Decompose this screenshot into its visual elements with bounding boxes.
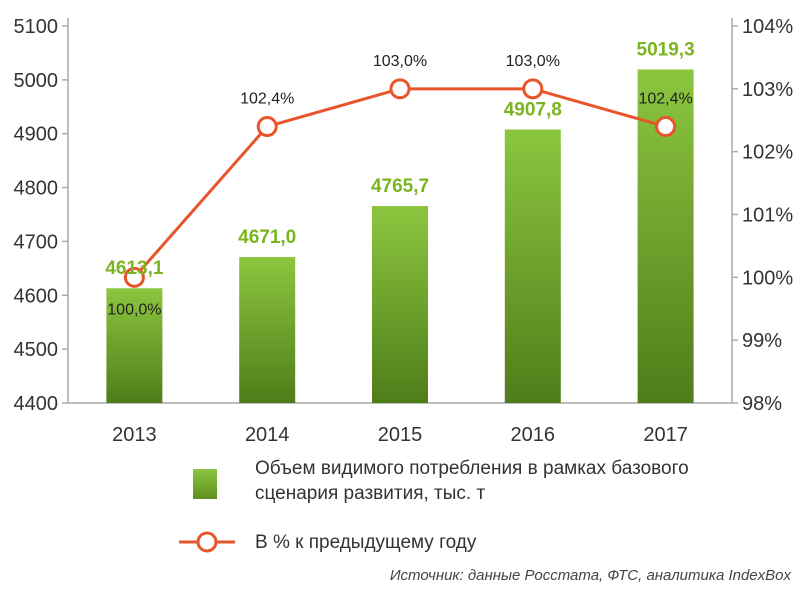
percent-value-label: 100,0% bbox=[107, 301, 161, 318]
percent-point bbox=[123, 266, 145, 288]
left-tick-label: 4900 bbox=[14, 124, 59, 146]
percent-point bbox=[389, 78, 411, 100]
percent-value-label: 102,4% bbox=[638, 91, 692, 108]
right-tick-label: 100% bbox=[742, 267, 793, 289]
percent-line bbox=[123, 78, 677, 288]
combo-chart: 4400 4500 4600 4700 4800 4900 5000 5100 98% 99% 10… bbox=[14, 16, 794, 446]
right-tick-label: 101% bbox=[742, 205, 793, 227]
bar-value-label: 4765,7 bbox=[371, 176, 429, 197]
x-tick-label: 2017 bbox=[643, 424, 688, 446]
x-tick-label: 2014 bbox=[245, 424, 290, 446]
axes: 4400 4500 4600 4700 4800 4900 5000 5100 98% 99% 10… bbox=[14, 16, 794, 446]
legend-line-swatch bbox=[179, 531, 235, 553]
right-tick-label: 98% bbox=[742, 393, 782, 415]
legend-bar-label-line1: Объем видимого потребления в рамках базо… bbox=[255, 458, 689, 479]
left-tick-label: 4400 bbox=[14, 393, 59, 415]
percent-point bbox=[522, 78, 544, 100]
bar bbox=[504, 129, 561, 403]
bar bbox=[239, 257, 296, 403]
bar bbox=[372, 206, 428, 403]
x-tick-label: 2015 bbox=[378, 424, 423, 446]
percent-value-label: 103,0% bbox=[506, 53, 560, 70]
data-labels: 4613,1 4671,0 4765,7 4907,8 5019,3 100,0% 102,… bbox=[105, 39, 694, 318]
right-tick-label: 103% bbox=[742, 79, 793, 101]
bar-value-label: 5019,3 bbox=[637, 39, 695, 60]
legend-bar-label-line2: сценария развития, тыс. т bbox=[255, 483, 486, 504]
bar-value-label: 4907,8 bbox=[504, 100, 562, 121]
left-tick-label: 5100 bbox=[14, 16, 59, 38]
percent-value-label: 102,4% bbox=[240, 91, 294, 108]
x-tick-label: 2013 bbox=[112, 424, 157, 446]
right-tick-label: 102% bbox=[742, 142, 793, 164]
right-tick-label: 99% bbox=[742, 330, 782, 352]
left-tick-label: 5000 bbox=[14, 70, 59, 92]
x-tick-label: 2016 bbox=[511, 424, 556, 446]
left-tick-label: 4800 bbox=[14, 178, 59, 200]
bars bbox=[106, 69, 694, 404]
percent-point bbox=[655, 116, 677, 138]
right-tick-label: 104% bbox=[742, 16, 793, 38]
bar-value-label: 4613,1 bbox=[105, 258, 164, 279]
left-tick-label: 4700 bbox=[14, 231, 59, 253]
left-tick-label: 4500 bbox=[14, 339, 59, 361]
percent-point bbox=[256, 116, 278, 138]
left-tick-label: 4600 bbox=[14, 285, 59, 307]
legend-bar-swatch bbox=[193, 469, 217, 499]
bar bbox=[106, 288, 163, 403]
source-note: Источник: данные Росстата, ФТС, аналитик… bbox=[389, 567, 791, 584]
percent-value-label: 103,0% bbox=[373, 53, 427, 70]
legend-line-label: В % к предыдущему году bbox=[255, 532, 477, 553]
bar-value-label: 4671,0 bbox=[238, 227, 296, 248]
